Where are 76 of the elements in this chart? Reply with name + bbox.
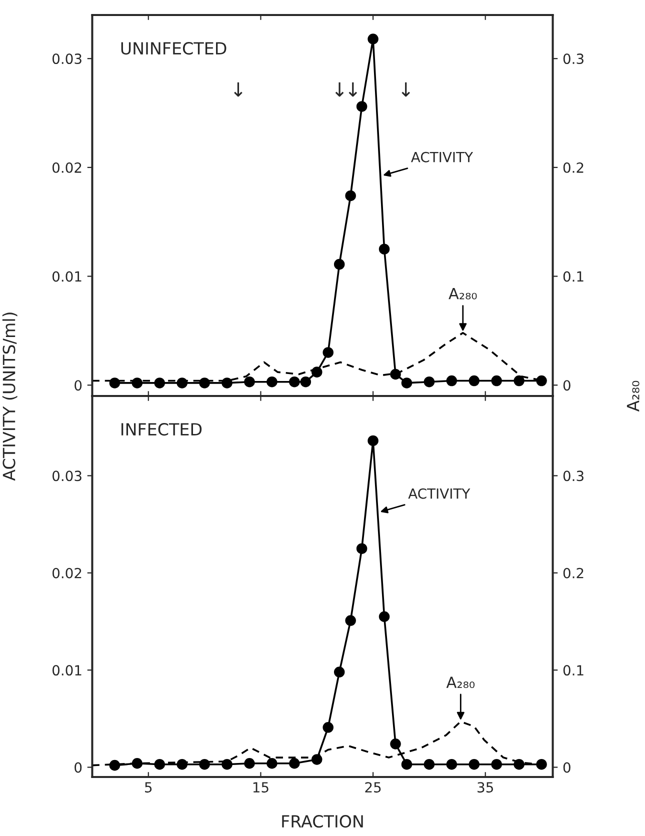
y2-axis-title: A₂₈₀ — [626, 380, 640, 412]
point — [334, 666, 345, 678]
annotation: ↓ — [335, 82, 344, 97]
point — [289, 376, 300, 388]
point — [132, 378, 143, 388]
annotation: A₂₈₀ — [448, 288, 477, 300]
point — [334, 258, 345, 270]
y2-tick-label: 0.3 — [563, 470, 584, 482]
y-axis-title: ACTIVITY (UNITS/ml) — [2, 312, 18, 481]
point — [345, 615, 356, 626]
point — [424, 376, 435, 388]
point — [378, 244, 390, 254]
y-tick-label: 0.01 — [52, 665, 82, 676]
annotation: ↓ — [348, 82, 358, 97]
y2-tick-label: 0.3 — [563, 54, 584, 64]
x-tick-label: 35 — [478, 782, 493, 793]
y2-tick-label: 0.2 — [563, 568, 584, 578]
point — [222, 378, 232, 388]
point — [368, 435, 378, 446]
y2-tick-label: 0 — [563, 762, 570, 773]
point — [491, 375, 502, 386]
point — [289, 758, 300, 769]
point — [345, 190, 356, 202]
point — [514, 758, 524, 770]
y-tick-label: 0.01 — [52, 271, 82, 282]
point — [378, 611, 390, 622]
point — [244, 376, 255, 388]
annotation: ACTIVITY — [408, 488, 470, 499]
point — [491, 758, 502, 770]
annotation: ↓ — [234, 82, 242, 97]
point — [300, 376, 312, 388]
point — [536, 375, 547, 386]
y2-tick-label: 0.1 — [563, 665, 584, 676]
text: UNINFECTED — [121, 42, 226, 55]
annotation: ↓ — [402, 82, 410, 97]
point — [266, 758, 278, 769]
point — [390, 368, 401, 380]
x-axis-title: FRACTION — [282, 815, 363, 828]
point — [322, 722, 334, 733]
y-tick-label: 0.03 — [52, 470, 82, 482]
point — [401, 378, 412, 388]
point — [468, 758, 480, 770]
point — [424, 758, 435, 770]
point — [266, 376, 278, 388]
y-tick-label: 0.02 — [52, 162, 82, 173]
y-tick-label: 0.03 — [52, 54, 82, 64]
point — [446, 758, 458, 770]
y2-tick-label: 0 — [563, 380, 570, 391]
point — [322, 347, 334, 358]
x-tick-label: 15 — [253, 782, 268, 793]
point — [109, 378, 120, 388]
point — [514, 375, 524, 386]
point — [401, 758, 412, 770]
point — [390, 738, 401, 750]
text: INFECTED — [122, 422, 202, 436]
point — [536, 758, 547, 770]
y-tick-label: 0 — [74, 380, 82, 391]
point — [356, 101, 368, 112]
point — [109, 760, 120, 771]
point — [199, 758, 210, 770]
point — [244, 758, 255, 769]
point — [368, 34, 378, 44]
point — [356, 543, 368, 554]
point — [446, 375, 458, 386]
y-tick-label: 0.02 — [52, 568, 82, 578]
point — [222, 758, 232, 770]
point — [468, 375, 480, 386]
y2-tick-label: 0.1 — [563, 271, 584, 282]
annotation: ACTIVITY — [411, 152, 474, 162]
point — [176, 378, 188, 388]
y-tick-label: 0 — [74, 762, 82, 773]
y2-tick-label: 0.2 — [563, 162, 584, 173]
x-tick-label: 5 — [145, 782, 152, 793]
x-tick-label: 25 — [365, 782, 381, 793]
point — [199, 378, 210, 388]
annotation: A₂₈₀ — [446, 676, 475, 688]
